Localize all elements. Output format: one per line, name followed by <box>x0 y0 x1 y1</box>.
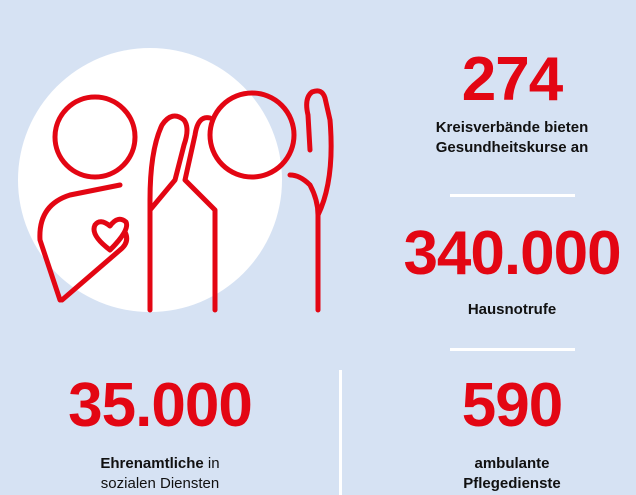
stat-number: 274 <box>382 48 636 112</box>
stat: 274 Kreisverbände bieten Gesundheitskurs… <box>382 48 636 158</box>
stat: 35.000 Ehrenamtliche in sozialen Dienste… <box>30 374 290 494</box>
divider <box>450 348 575 351</box>
label-line: ambulante <box>382 454 636 474</box>
label-line: Hausnotrufe <box>382 300 636 320</box>
stat-label: Hausnotrufe <box>382 300 636 320</box>
label-line: Gesundheitskurse an <box>382 138 636 158</box>
label-line: Kreisverbände bieten <box>382 118 636 138</box>
stat-number: 590 <box>382 374 636 438</box>
stat: 340.000 Hausnotrufe <box>382 222 636 320</box>
stat-label: Ehrenamtliche in sozialen Diensten <box>30 454 290 494</box>
label-line: Ehrenamtliche in <box>30 454 290 474</box>
stat-label: Kreisverbände bieten Gesundheitskurse an <box>382 118 636 158</box>
label-line: sozialen Diensten <box>30 474 290 494</box>
page: 274 Kreisverbände bieten Gesundheitskurs… <box>0 0 636 495</box>
stat: 590 ambulante Pflegedienste <box>382 374 636 494</box>
label-text: in <box>204 455 220 472</box>
stat-label: ambulante Pflegedienste <box>382 454 636 494</box>
label-line: Pflegedienste <box>382 474 636 494</box>
stat-number: 35.000 <box>30 374 290 438</box>
stat-number: 340.000 <box>382 222 636 286</box>
label-bold: Ehrenamtliche <box>100 455 203 472</box>
divider <box>339 370 342 495</box>
divider <box>450 194 575 197</box>
